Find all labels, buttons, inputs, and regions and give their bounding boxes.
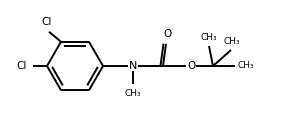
Text: O: O: [187, 61, 195, 71]
Text: N: N: [129, 61, 137, 71]
Text: O: O: [163, 29, 171, 39]
Text: Cl: Cl: [42, 17, 52, 27]
Text: CH₃: CH₃: [201, 33, 217, 42]
Text: CH₃: CH₃: [125, 89, 141, 98]
Text: CH₃: CH₃: [238, 62, 255, 70]
Text: Cl: Cl: [17, 61, 27, 71]
Text: CH₃: CH₃: [224, 37, 240, 46]
